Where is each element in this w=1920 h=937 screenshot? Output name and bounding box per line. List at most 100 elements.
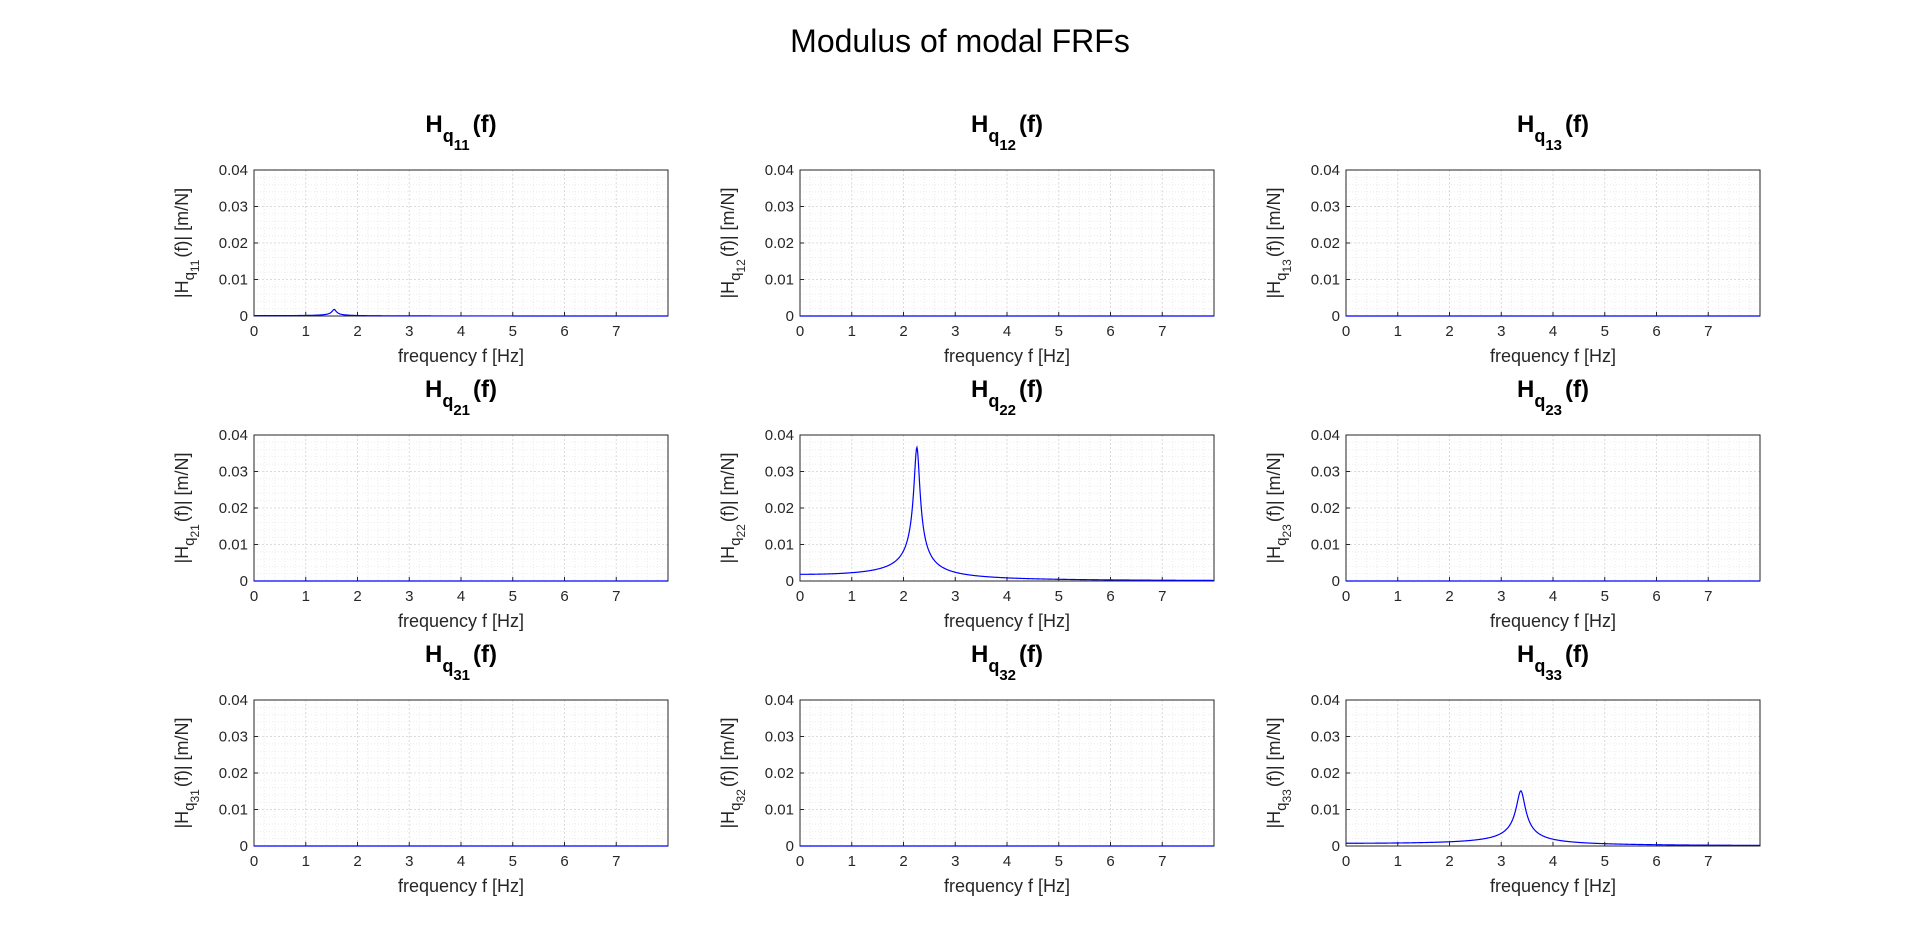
x-tick-label: 1: [848, 588, 856, 605]
title-main: H: [1517, 376, 1534, 403]
x-tick-label: 1: [302, 853, 310, 870]
title-main: H: [971, 376, 988, 403]
y-tick-label: 0.02: [765, 765, 794, 782]
y-tick-label: 0.04: [765, 162, 794, 179]
ylabel-main: |H: [718, 811, 738, 829]
y-tick-label: 0.02: [1311, 500, 1340, 517]
x-axis-label: frequency f [Hz]: [398, 346, 524, 366]
ylabel-tail: (f)| [m/N]: [718, 717, 738, 787]
ylabel-sub1: q: [181, 803, 198, 811]
ylabel-sub2: 31: [188, 789, 202, 803]
ylabel-main: |H: [172, 280, 192, 298]
subplot-title: Hq33(f): [1517, 641, 1589, 684]
title-tail: (f): [473, 376, 497, 403]
x-tick-label: 3: [1497, 588, 1505, 605]
axes-border: [1345, 699, 1761, 847]
subplot-title: Hq12(f): [971, 111, 1043, 154]
ylabel-main: |H: [172, 546, 192, 564]
y-tick-label: 0.04: [219, 427, 248, 444]
y-tick-label: 0.02: [1311, 765, 1340, 782]
x-tick-label: 4: [457, 323, 465, 340]
y-tick-label: 0.02: [219, 235, 248, 252]
x-tick-label: 0: [250, 588, 258, 605]
ylabel-tail: (f)| [m/N]: [718, 452, 738, 522]
subplot-title: Hq13(f): [1517, 111, 1589, 154]
ylabel-sub2: 12: [734, 259, 748, 273]
y-tick-label: 0.04: [765, 692, 794, 709]
title-main: H: [425, 111, 442, 138]
y-tick-label: 0.02: [219, 765, 248, 782]
x-tick-label: 6: [1652, 853, 1660, 870]
x-tick-label: 0: [250, 323, 258, 340]
x-tick-label: 1: [302, 588, 310, 605]
x-tick-label: 5: [1055, 323, 1063, 340]
title-sub1: q: [1534, 656, 1545, 676]
x-tick-label: 2: [1445, 323, 1453, 340]
title-tail: (f): [1019, 111, 1043, 138]
title-tail: (f): [1565, 376, 1589, 403]
x-tick-label: 6: [1652, 323, 1660, 340]
ylabel-sub1: q: [1273, 803, 1290, 811]
title-main: H: [1517, 111, 1534, 138]
subplot-21: 0 1 2 3 4 5 6 700.010.020.030.04Hq21(f)frequenc…: [172, 376, 669, 631]
x-tick-label: 3: [1497, 853, 1505, 870]
ylabel-main: |H: [718, 546, 738, 564]
x-tick-label: 3: [1497, 323, 1505, 340]
y-axis-label: |Hq33 (f)| [m/N]: [1264, 717, 1294, 828]
x-tick-label: 7: [612, 853, 620, 870]
y-tick-label: 0: [240, 573, 248, 590]
y-tick-label: 0: [1332, 573, 1340, 590]
x-tick-label: 1: [848, 853, 856, 870]
series-line: [800, 445, 1214, 582]
y-axis-label: |Hq21 (f)| [m/N]: [172, 452, 202, 563]
title-sub1: q: [988, 391, 999, 411]
x-tick-label: 2: [1445, 588, 1453, 605]
title-tail: (f): [1019, 641, 1043, 668]
x-tick-label: 3: [405, 323, 413, 340]
x-tick-label: 7: [1158, 323, 1166, 340]
y-tick-label: 0.01: [219, 272, 248, 289]
title-sub1: q: [988, 126, 999, 146]
y-tick-label: 0.01: [219, 802, 248, 819]
x-tick-label: 2: [353, 323, 361, 340]
title-sub2: 31: [453, 667, 470, 684]
ylabel-main: |H: [1264, 546, 1284, 564]
x-tick-label: 3: [951, 588, 959, 605]
ylabel-tail: (f)| [m/N]: [172, 717, 192, 787]
y-tick-label: 0.01: [765, 272, 794, 289]
x-tick-label: 2: [899, 588, 907, 605]
y-tick-label: 0.04: [1311, 427, 1340, 444]
title-sub2: 21: [453, 402, 470, 419]
ylabel-main: |H: [1264, 811, 1284, 829]
ylabel-sub1: q: [727, 538, 744, 546]
x-tick-label: 5: [509, 853, 517, 870]
ylabel-sub2: 11: [188, 259, 202, 272]
ylabel-sub2: 23: [1280, 524, 1294, 538]
title-main: H: [971, 641, 988, 668]
x-tick-label: 6: [1106, 323, 1114, 340]
y-tick-label: 0: [1332, 308, 1340, 325]
subplot-title: Hq22(f): [971, 376, 1043, 419]
ylabel-tail: (f)| [m/N]: [718, 187, 738, 257]
y-tick-label: 0: [786, 838, 794, 855]
ylabel-tail: (f)| [m/N]: [1264, 717, 1284, 787]
y-tick-label: 0.02: [765, 500, 794, 517]
x-tick-label: 7: [1704, 853, 1712, 870]
x-axis-label: frequency f [Hz]: [944, 346, 1070, 366]
subplot-33: 0 1 2 3 4 5 6 700.010.020.030.04Hq33(f)frequenc…: [1264, 641, 1761, 896]
y-tick-label: 0.01: [765, 802, 794, 819]
axes-border: [799, 434, 1215, 582]
series-line: [253, 308, 668, 317]
ylabel-main: |H: [718, 281, 738, 299]
x-tick-label: 5: [1601, 588, 1609, 605]
y-axis-label: |Hq31 (f)| [m/N]: [172, 717, 202, 828]
title-tail: (f): [1019, 376, 1043, 403]
y-axis-label: |Hq11(f)| [m/N]: [172, 188, 202, 298]
x-axis-label: frequency f [Hz]: [944, 611, 1070, 631]
title-sub1: q: [1534, 391, 1545, 411]
x-tick-label: 2: [353, 588, 361, 605]
ylabel-main: |H: [172, 811, 192, 829]
title-main: H: [425, 376, 442, 403]
x-tick-label: 1: [302, 323, 310, 340]
